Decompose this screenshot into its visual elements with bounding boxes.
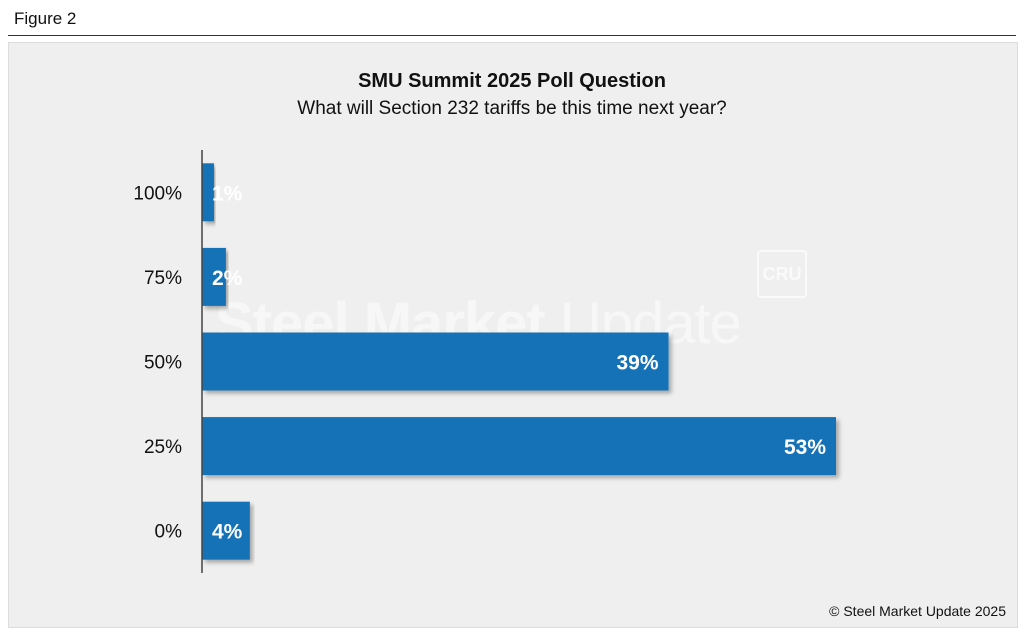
bar-value-label: 2% [212,267,243,290]
cru-logo: CRU [757,250,807,298]
bar-4 [202,501,250,560]
chart-subtitle: What will Section 232 tariffs be this ti… [297,98,727,119]
y-tick-label: 0% [155,522,183,543]
bar-0 [202,163,214,222]
y-tick-label: 100% [133,183,182,204]
y-tick-label: 50% [144,353,182,374]
y-tick-label: 75% [144,268,182,289]
bar-3 [202,417,836,476]
bar-value-label: 4% [212,521,243,544]
y-tick-label: 25% [144,437,182,458]
figure-label: Figure 2 [14,9,77,28]
bar-value-label: 39% [616,352,658,375]
copyright: © Steel Market Update 2025 [829,603,1006,619]
figure-rule [8,35,1016,36]
bar-value-label: 1% [212,182,243,205]
bar-2 [202,332,669,391]
bar-1 [202,247,226,306]
chart-title: SMU Summit 2025 Poll Question [358,70,666,92]
bar-value-label: 53% [784,436,826,459]
